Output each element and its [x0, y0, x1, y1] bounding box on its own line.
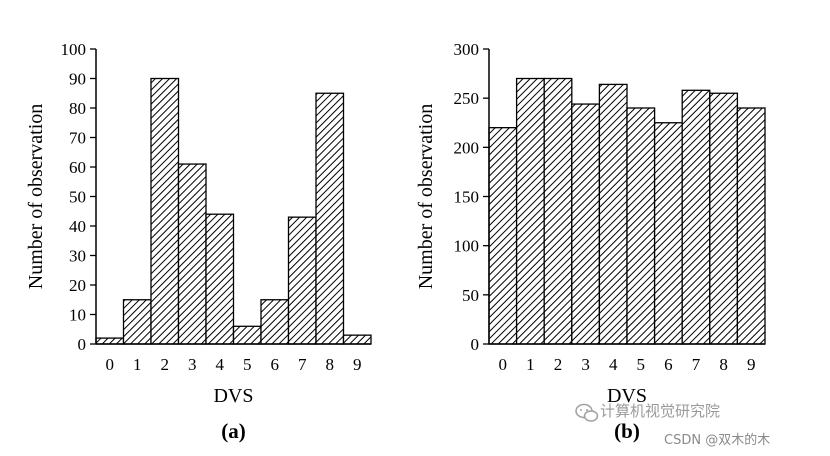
x-axis-title: DVS — [213, 385, 253, 407]
x-tick-label: 3 — [581, 355, 590, 374]
bar-8 — [315, 92, 345, 345]
bar-5 — [232, 325, 262, 345]
bar-2 — [543, 77, 573, 345]
x-tick-label: 0 — [106, 355, 115, 374]
x-tick-label: 8 — [326, 355, 335, 374]
y-tick-label: 100 — [454, 237, 480, 256]
x-tick-label: 9 — [353, 355, 362, 374]
x-tick-label: 6 — [664, 355, 673, 374]
y-tick-label: 50 — [69, 188, 86, 207]
csdn-watermark-text: CSDN @双木的木 — [664, 432, 770, 448]
x-tick-label: 3 — [188, 355, 197, 374]
x-tick-label: 7 — [692, 355, 701, 374]
y-tick-label: 60 — [69, 158, 86, 177]
x-tick-label: 2 — [554, 355, 563, 374]
bar-7 — [287, 216, 317, 345]
y-axis-title: Number of observation — [415, 104, 437, 290]
y-tick-label: 100 — [61, 40, 87, 59]
x-axis-title: DVS — [607, 385, 647, 407]
y-tick-label: 30 — [69, 247, 86, 266]
x-tick-label: 1 — [133, 355, 142, 374]
bar-2 — [150, 77, 180, 345]
x-tick-label: 8 — [719, 355, 728, 374]
y-tick-label: 200 — [454, 138, 480, 157]
x-tick-label: 4 — [609, 355, 618, 374]
wechat-watermark: 计算机视觉研究院 — [575, 402, 720, 422]
bar-5 — [626, 107, 656, 345]
x-tick-label: 5 — [243, 355, 252, 374]
x-tick-label: 2 — [161, 355, 170, 374]
bar-0 — [95, 337, 125, 345]
x-tick-label: 5 — [637, 355, 646, 374]
panel-label: (b) — [614, 419, 640, 443]
bar-1 — [122, 299, 152, 345]
x-tick-label: 4 — [216, 355, 225, 374]
wechat-icon — [575, 403, 599, 422]
y-tick-label: 0 — [78, 335, 87, 354]
y-tick-label: 0 — [471, 335, 480, 354]
y-tick-label: 250 — [454, 89, 480, 108]
bar-8 — [709, 92, 739, 345]
x-tick-label: 6 — [271, 355, 280, 374]
bar-4 — [205, 213, 235, 345]
panel-label: (a) — [221, 419, 246, 443]
bar-0 — [488, 127, 518, 345]
y-tick-label: 40 — [69, 217, 86, 236]
bar-3 — [571, 103, 601, 345]
y-tick-label: 10 — [69, 306, 86, 325]
y-tick-label: 80 — [69, 99, 86, 118]
bar-9 — [736, 107, 766, 345]
x-tick-label: 1 — [526, 355, 535, 374]
y-tick-label: 50 — [462, 286, 479, 305]
y-tick-label: 90 — [69, 70, 86, 89]
x-tick-label: 0 — [499, 355, 508, 374]
bar-6 — [653, 122, 683, 345]
wechat-watermark-text: 计算机视觉研究院 — [600, 402, 720, 420]
y-tick-label: 70 — [69, 129, 86, 148]
y-tick-label: 20 — [69, 276, 86, 295]
x-tick-label: 9 — [747, 355, 756, 374]
bar-6 — [260, 299, 290, 345]
bar-3 — [177, 163, 207, 345]
y-tick-label: 300 — [454, 40, 480, 59]
bar-4 — [598, 83, 628, 345]
bar-9 — [342, 334, 372, 345]
bar-7 — [681, 89, 711, 345]
y-tick-label: 150 — [454, 188, 480, 207]
bar-1 — [515, 77, 545, 345]
y-axis-title: Number of observation — [25, 104, 47, 290]
x-tick-label: 7 — [298, 355, 307, 374]
